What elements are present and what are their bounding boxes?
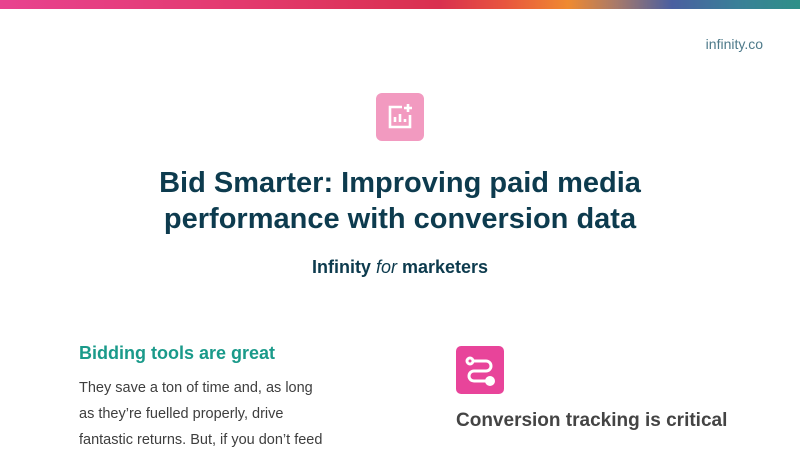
body-line: as they’re fuelled properly, drive	[79, 406, 284, 422]
subtitle-em: for	[375, 257, 397, 277]
body-line: They save a ton of time and, as long	[79, 380, 313, 396]
section-heading: Bidding tools are great	[79, 343, 276, 363]
section-heading: Conversion tracking is critical	[456, 410, 728, 431]
brand-link[interactable]: infinity.co	[705, 36, 763, 52]
title-line: performance with conversion data	[163, 203, 637, 235]
body-line: fantastic returns. But, if you don’t fee…	[79, 432, 323, 448]
title-line: Bid Smarter: Improving paid media	[159, 167, 641, 199]
route-icon	[456, 346, 504, 394]
section-body: They save a ton of time and, as long as …	[79, 375, 359, 453]
subtitle: Infinity for marketers	[0, 257, 800, 278]
chart-add-icon	[376, 93, 424, 141]
gradient-bar	[0, 0, 800, 9]
page-title: Bid Smarter: Improving paid media perfor…	[0, 165, 800, 237]
subtitle-text: Infinity	[311, 257, 376, 277]
subtitle-text: marketers	[396, 257, 489, 277]
